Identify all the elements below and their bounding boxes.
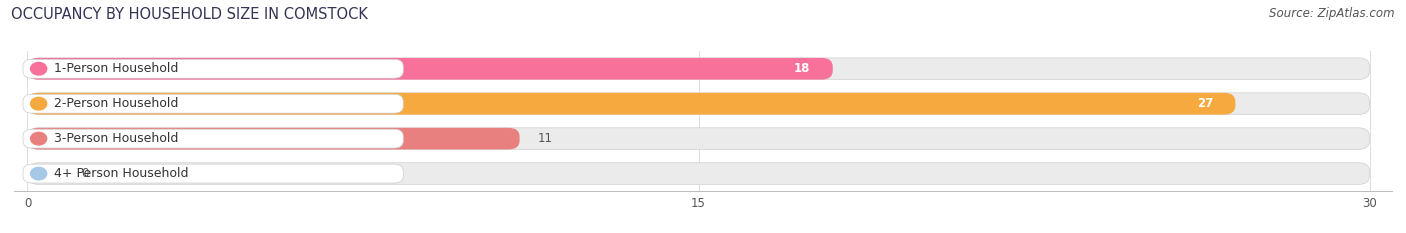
Text: 18: 18 <box>794 62 810 75</box>
FancyBboxPatch shape <box>28 128 1369 150</box>
FancyBboxPatch shape <box>22 59 404 78</box>
FancyBboxPatch shape <box>22 164 404 183</box>
Text: OCCUPANCY BY HOUSEHOLD SIZE IN COMSTOCK: OCCUPANCY BY HOUSEHOLD SIZE IN COMSTOCK <box>11 7 368 22</box>
FancyBboxPatch shape <box>22 94 404 113</box>
FancyBboxPatch shape <box>28 128 520 150</box>
FancyBboxPatch shape <box>22 129 404 148</box>
Text: 2-Person Household: 2-Person Household <box>55 97 179 110</box>
Text: Source: ZipAtlas.com: Source: ZipAtlas.com <box>1270 7 1395 20</box>
FancyBboxPatch shape <box>28 93 1236 115</box>
Text: 1-Person Household: 1-Person Household <box>55 62 179 75</box>
Text: 4+ Person Household: 4+ Person Household <box>55 167 188 180</box>
FancyBboxPatch shape <box>28 163 1369 185</box>
FancyBboxPatch shape <box>28 58 832 80</box>
Circle shape <box>31 132 46 145</box>
FancyBboxPatch shape <box>28 58 1369 80</box>
Text: 11: 11 <box>537 132 553 145</box>
Text: 27: 27 <box>1197 97 1213 110</box>
Circle shape <box>31 62 46 75</box>
Text: 0: 0 <box>82 167 89 180</box>
Circle shape <box>31 97 46 110</box>
Text: 3-Person Household: 3-Person Household <box>55 132 179 145</box>
FancyBboxPatch shape <box>28 93 1369 115</box>
Circle shape <box>31 167 46 180</box>
